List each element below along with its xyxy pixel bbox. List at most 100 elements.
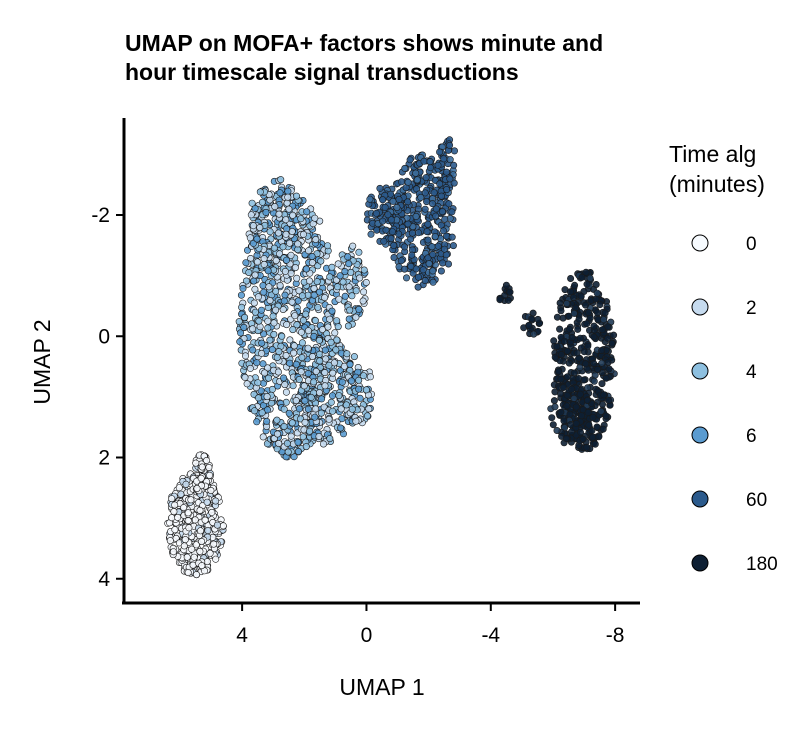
data-point xyxy=(274,368,282,376)
data-point xyxy=(414,283,422,291)
data-point xyxy=(302,265,310,273)
data-point xyxy=(219,522,227,530)
data-point xyxy=(506,288,514,296)
data-point xyxy=(583,320,591,328)
data-point xyxy=(292,192,300,200)
data-point xyxy=(568,385,576,393)
data-point xyxy=(201,516,209,524)
data-point xyxy=(198,562,206,570)
data-point xyxy=(311,214,319,222)
legend-entries: 0 2 4 6 60 180 xyxy=(691,234,778,575)
data-point xyxy=(262,208,270,216)
data-point xyxy=(356,274,364,282)
data-point xyxy=(444,260,452,268)
data-point xyxy=(593,309,601,317)
data-point xyxy=(277,176,285,184)
data-point xyxy=(595,433,603,441)
data-point xyxy=(560,383,568,391)
data-point xyxy=(289,382,297,390)
data-point xyxy=(387,216,395,224)
data-point xyxy=(242,259,250,267)
data-point xyxy=(496,296,504,304)
data-point xyxy=(594,365,602,373)
data-point xyxy=(273,430,281,438)
data-point xyxy=(170,548,178,556)
data-point xyxy=(212,555,220,563)
data-point xyxy=(337,405,345,413)
data-point xyxy=(258,349,266,357)
data-point xyxy=(601,309,609,317)
data-point xyxy=(260,255,268,263)
data-point xyxy=(263,417,271,425)
data-point xyxy=(278,332,286,340)
data-point xyxy=(589,433,597,441)
data-point xyxy=(414,229,422,237)
data-point xyxy=(315,432,323,440)
data-point xyxy=(367,230,375,238)
data-point xyxy=(570,394,578,402)
data-point xyxy=(402,274,410,282)
data-point xyxy=(448,233,456,241)
data-point xyxy=(270,330,278,338)
data-point xyxy=(355,248,363,256)
data-point xyxy=(443,186,451,194)
data-point xyxy=(420,157,428,165)
data-point xyxy=(293,321,301,329)
data-point xyxy=(281,267,289,275)
data-point xyxy=(203,498,211,506)
legend-label: 2 xyxy=(746,298,757,319)
data-point xyxy=(348,405,356,413)
data-point xyxy=(530,330,538,338)
data-point xyxy=(326,315,334,323)
data-point xyxy=(559,314,567,322)
data-point xyxy=(284,187,292,195)
data-point xyxy=(251,271,259,279)
data-point xyxy=(563,402,571,410)
data-point xyxy=(423,228,431,236)
data-point xyxy=(203,456,211,464)
x-axis-title: UMAP 1 xyxy=(339,674,424,700)
data-point xyxy=(265,374,273,382)
data-point xyxy=(590,333,598,341)
data-point xyxy=(450,161,458,169)
data-point xyxy=(562,434,570,442)
y-axis-ticks: -2 0 2 4 xyxy=(91,204,124,591)
data-point xyxy=(246,234,254,242)
data-point xyxy=(270,244,278,252)
data-point xyxy=(187,496,195,504)
data-point xyxy=(390,241,398,249)
data-point xyxy=(304,344,312,352)
data-point xyxy=(261,369,269,377)
data-point xyxy=(279,243,287,251)
data-point xyxy=(417,193,425,201)
data-point xyxy=(582,360,590,368)
data-point xyxy=(319,440,327,448)
data-point xyxy=(355,376,363,384)
data-point xyxy=(257,306,265,314)
data-point xyxy=(338,415,346,423)
data-point xyxy=(362,386,370,394)
data-point xyxy=(327,398,335,406)
data-point xyxy=(557,351,565,359)
data-point xyxy=(581,301,589,309)
data-point xyxy=(304,327,312,335)
data-point xyxy=(583,396,591,404)
data-point xyxy=(312,236,320,244)
data-point xyxy=(578,273,586,281)
data-point xyxy=(328,392,336,400)
data-point xyxy=(282,216,290,224)
data-point xyxy=(299,230,307,238)
data-point xyxy=(572,419,580,427)
data-point xyxy=(426,158,434,166)
data-point xyxy=(182,480,190,488)
data-point xyxy=(331,329,339,337)
data-point xyxy=(206,549,214,557)
data-point xyxy=(311,413,319,421)
x-tick-label: 0 xyxy=(361,624,373,647)
data-point xyxy=(253,418,261,426)
data-point xyxy=(570,369,578,377)
data-point xyxy=(238,303,246,311)
data-point xyxy=(408,229,416,237)
data-point xyxy=(324,242,332,250)
data-point xyxy=(421,205,429,213)
